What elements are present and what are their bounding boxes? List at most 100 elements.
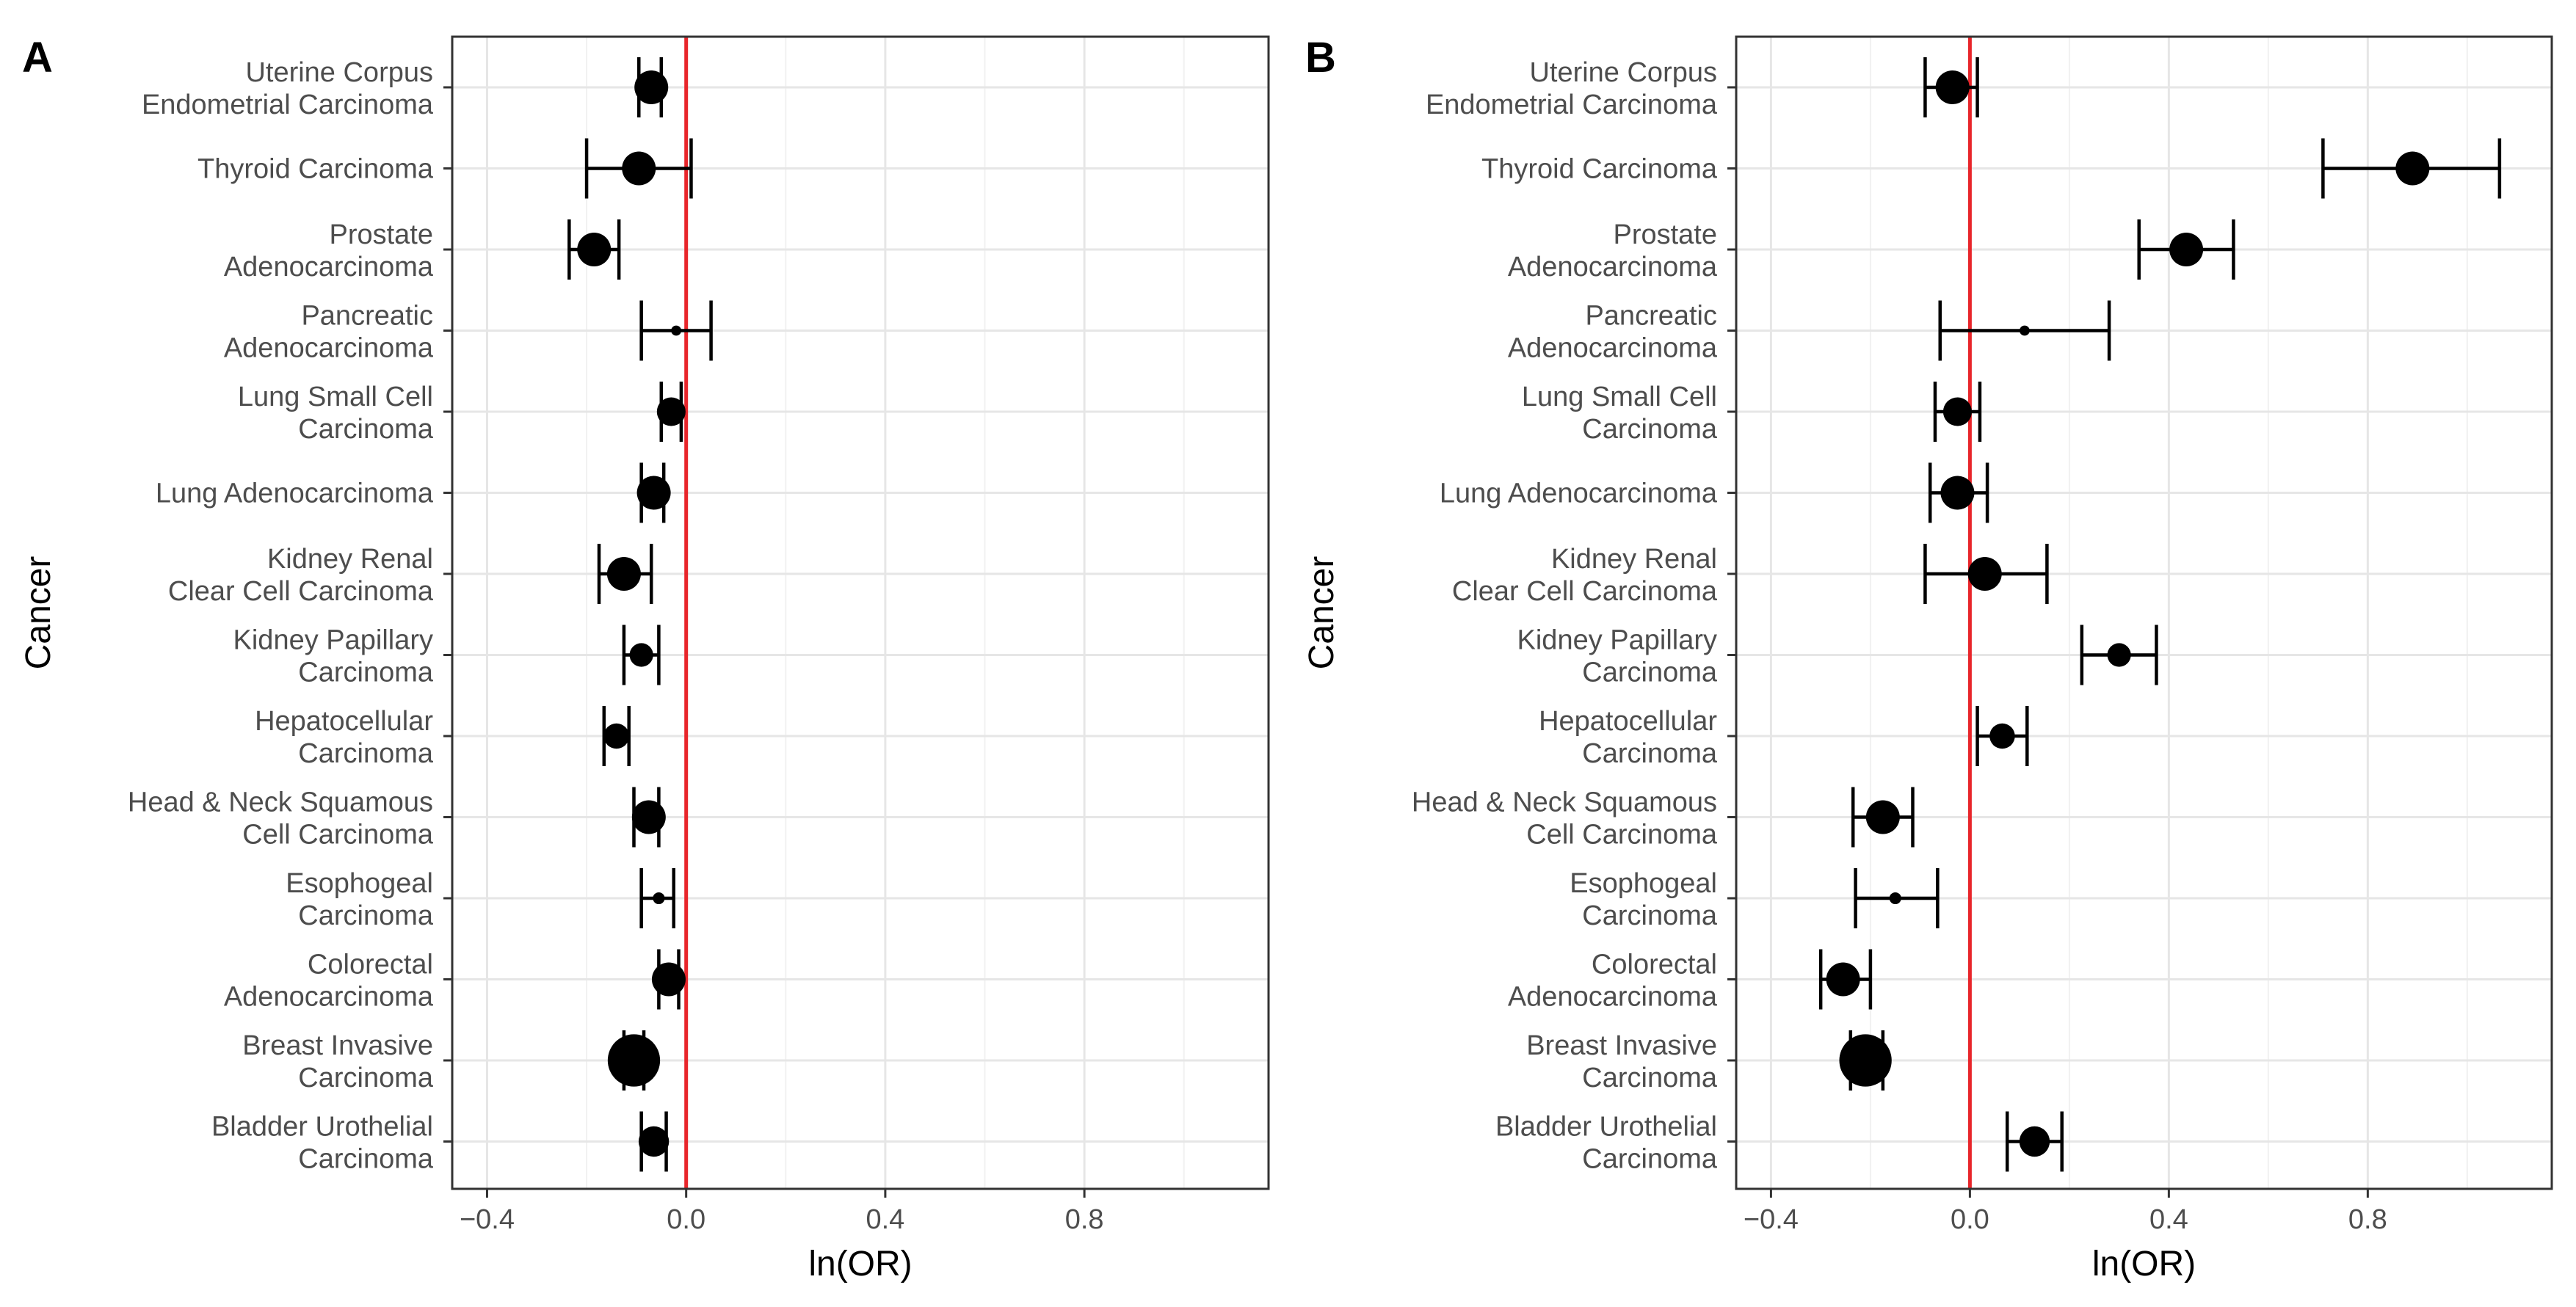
data-point <box>636 476 671 510</box>
y-tick-label-line: Cell Carcinoma <box>1526 820 1718 851</box>
y-tick-label-line: Esophogeal <box>286 868 433 899</box>
y-tick-label-line: Head & Neck Squamous <box>1412 787 1717 818</box>
x-tick-label: −0.4 <box>460 1204 515 1235</box>
x-tick-label: 0.4 <box>866 1204 904 1235</box>
y-tick-label-line: Hepatocellular <box>255 706 433 737</box>
y-axis-title: Cancer <box>19 556 58 670</box>
x-tick-label: 0.8 <box>2348 1204 2387 1235</box>
y-tick-label-line: Cell Carcinoma <box>242 820 434 851</box>
y-tick-label-line: Prostate <box>1613 219 1717 250</box>
y-tick-label-line: Breast Invasive <box>1526 1030 1717 1061</box>
y-tick-label: Pancreatic Adenocarcinoma <box>1508 301 1718 364</box>
y-tick-label: Colorectal Adenocarcinoma <box>224 950 434 1013</box>
y-tick-label: Prostate Adenocarcinoma <box>1508 219 1718 283</box>
x-tick-label: 0.0 <box>1951 1204 1989 1235</box>
data-point <box>671 325 682 336</box>
data-point <box>2107 643 2131 667</box>
data-point <box>607 1034 661 1087</box>
y-tick-label: Thyroid Carcinoma <box>1481 154 1718 185</box>
y-tick-label-line: Clear Cell Carcinoma <box>1452 576 1718 607</box>
y-tick-label: Prostate Adenocarcinoma <box>224 219 434 283</box>
y-tick-label-line: Colorectal <box>1592 950 1717 980</box>
data-point <box>1865 800 1900 834</box>
data-point <box>651 962 686 997</box>
y-tick-label: Head & Neck Squamous Cell Carcinoma <box>128 787 434 851</box>
data-point <box>606 557 641 591</box>
y-tick-label-line: Bladder Urothelial <box>211 1112 433 1143</box>
y-tick-label-line: Kidney Papillary <box>1517 625 1717 656</box>
y-tick-label-line: Adenocarcinoma <box>1508 252 1718 283</box>
y-tick-label: Lung Adenocarcinoma <box>156 478 434 509</box>
plot-border <box>451 35 1270 1190</box>
x-tick-label: −0.4 <box>1744 1204 1799 1235</box>
plot-border <box>1735 35 2553 1190</box>
y-tick-label: Colorectal Adenocarcinoma <box>1508 950 1718 1013</box>
data-point <box>1940 476 1975 510</box>
y-tick-label-line: Adenocarcinoma <box>224 982 434 1013</box>
y-tick-label-line: Endometrial Carcinoma <box>1426 90 1718 120</box>
y-tick-label: Bladder Urothelial Carcinoma <box>1495 1112 1718 1175</box>
y-tick-label-line: Carcinoma <box>298 658 434 688</box>
y-tick-label-line: Prostate <box>329 219 433 250</box>
plot-background <box>1736 37 2552 1189</box>
y-tick-label: Esophogeal Carcinoma <box>286 868 434 931</box>
y-tick-label: Hepatocellular Carcinoma <box>1539 706 1718 769</box>
y-tick-label: Esophogeal Carcinoma <box>1570 868 1718 931</box>
y-tick-label-line: Kidney Renal <box>267 544 433 575</box>
y-tick-label-line: Adenocarcinoma <box>1508 982 1718 1013</box>
y-tick-label: Breast Invasive Carcinoma <box>1526 1030 1718 1093</box>
y-tick-label-line: Endometrial Carcinoma <box>142 90 434 120</box>
y-tick-label-line: Uterine Corpus <box>1529 57 1717 88</box>
x-tick-label: 0.4 <box>2149 1204 2188 1235</box>
y-tick-label: Uterine Corpus Endometrial Carcinoma <box>1426 57 1718 120</box>
y-tick-label: Kidney Papillary Carcinoma <box>233 625 434 688</box>
y-tick-label-line: Hepatocellular <box>1539 706 1717 737</box>
panel-label: A <box>22 34 53 81</box>
data-point <box>1935 70 1970 104</box>
y-tick-label-line: Carcinoma <box>298 414 434 445</box>
data-point <box>622 151 656 186</box>
panel-b: Uterine Corpus Endometrial Carcinoma Thyro… <box>1302 34 2553 1284</box>
y-tick-label: Kidney Renal Clear Cell Carcinoma <box>1452 544 1718 607</box>
y-tick-label-line: Carcinoma <box>1582 1063 1718 1093</box>
data-point <box>2020 325 2030 336</box>
y-tick-label-line: Esophogeal <box>1570 868 1717 899</box>
data-point <box>1839 1034 1892 1087</box>
y-tick-label-line: Uterine Corpus <box>245 57 433 88</box>
y-tick-label-line: Bladder Urothelial <box>1495 1112 1717 1143</box>
panel-a: Uterine Corpus Endometrial Carcinoma Thyro… <box>19 34 1270 1284</box>
y-tick-label: Lung Adenocarcinoma <box>1440 478 1718 509</box>
data-point <box>2019 1126 2050 1157</box>
data-point <box>603 723 630 749</box>
y-tick-label-line: Lung Small Cell <box>238 382 433 412</box>
y-tick-label-line: Lung Adenocarcinoma <box>1440 478 1718 509</box>
y-tick-label-line: Breast Invasive <box>242 1030 433 1061</box>
y-tick-label-line: Thyroid Carcinoma <box>197 154 434 185</box>
y-tick-label-line: Carcinoma <box>298 1063 434 1093</box>
y-tick-label: Lung Small Cell Carcinoma <box>1522 382 1718 445</box>
x-tick-label: 0.0 <box>667 1204 705 1235</box>
y-tick-label-line: Head & Neck Squamous <box>128 787 433 818</box>
y-tick-label-line: Carcinoma <box>298 1144 434 1175</box>
y-tick-label-line: Carcinoma <box>1582 414 1718 445</box>
y-tick-label-line: Lung Adenocarcinoma <box>156 478 434 509</box>
data-point <box>1989 723 2015 749</box>
y-tick-label-line: Carcinoma <box>1582 658 1718 688</box>
data-point <box>638 1126 670 1157</box>
y-tick-label-line: Pancreatic <box>1585 301 1717 332</box>
data-point <box>1826 962 1860 997</box>
y-tick-label: Kidney Papillary Carcinoma <box>1517 625 1718 688</box>
data-point <box>631 800 666 834</box>
y-tick-label: Hepatocellular Carcinoma <box>255 706 434 769</box>
y-tick-label-line: Carcinoma <box>1582 900 1718 931</box>
y-tick-label-line: Carcinoma <box>298 900 434 931</box>
y-tick-label: Kidney Renal Clear Cell Carcinoma <box>168 544 434 607</box>
y-tick-label-line: Carcinoma <box>1582 738 1718 769</box>
data-point <box>577 233 612 266</box>
data-point <box>629 643 653 667</box>
y-tick-label-line: Pancreatic <box>301 301 433 332</box>
x-tick-label: 0.8 <box>1065 1204 1104 1235</box>
data-point <box>1889 892 1901 905</box>
data-point <box>1942 397 1973 426</box>
